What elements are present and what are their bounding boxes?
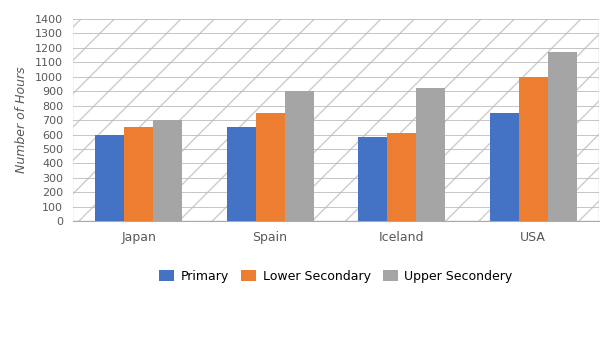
Bar	[95, 134, 124, 221]
Bar	[490, 113, 519, 221]
Bar	[153, 120, 182, 221]
Legend: Primary, Lower Secondary, Upper Secondery: Primary, Lower Secondary, Upper Seconder…	[153, 264, 519, 289]
Bar	[124, 127, 153, 221]
Bar	[285, 91, 314, 221]
Bar	[519, 77, 548, 221]
Bar	[255, 113, 285, 221]
Bar	[227, 127, 255, 221]
Bar	[416, 88, 445, 221]
Bar	[387, 133, 416, 221]
Y-axis label: Number of Hours: Number of Hours	[15, 67, 28, 174]
Bar	[548, 51, 577, 221]
Bar	[358, 138, 387, 221]
